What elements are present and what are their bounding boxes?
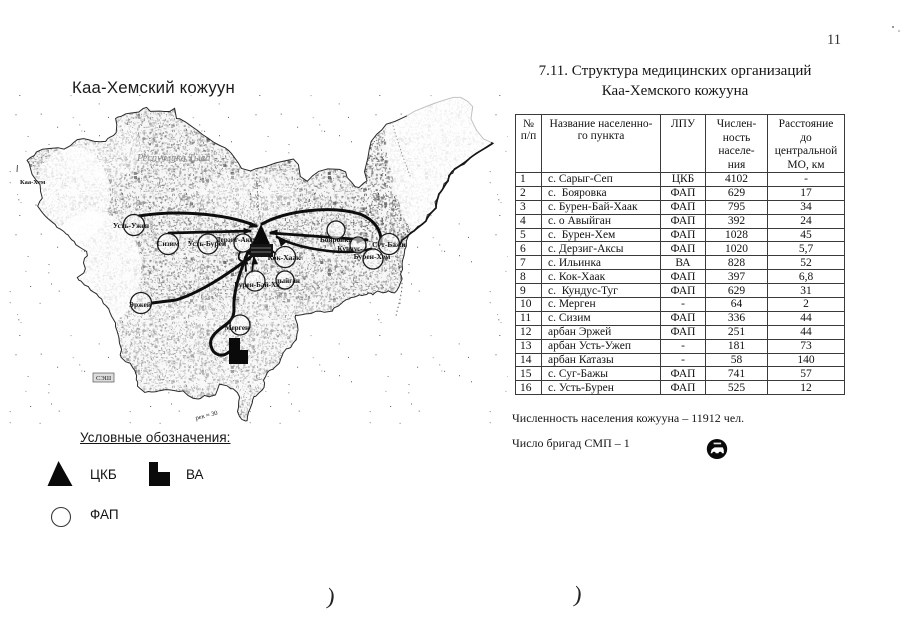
svg-text:Республика Тыва: Республика Тыва [136,153,210,164]
svg-text:Бурен-Бай-Ха: Бурен-Бай-Ха [234,281,280,289]
svg-text:Мерген: Мерген [225,324,249,332]
svg-text:Каа-Хем: Каа-Хем [20,179,46,186]
svg-text:Усть-Ужеп: Усть-Ужеп [113,221,150,230]
svg-text:дыйган: дыйган [276,277,300,285]
svg-text:Эржей: Эржей [129,300,152,309]
svg-text:Бояровка: Бояровка [320,235,353,244]
svg-text:Кок-Хаак: Кок-Хаак [268,253,302,262]
svg-text:Бурен-Хем: Бурен-Хем [354,252,391,261]
svg-text:Усть-Бурен: Усть-Бурен [188,239,227,248]
svg-text:Кундус-: Кундус- [337,245,363,253]
svg-text:Дерзиг-Аксы: Дерзиг-Аксы [216,236,259,244]
svg-text:Сут-Бажи: Сут-Бажи [372,240,406,249]
svg-text:СЭШ: СЭШ [96,375,112,382]
svg-text:Сизим: Сизим [157,239,179,248]
